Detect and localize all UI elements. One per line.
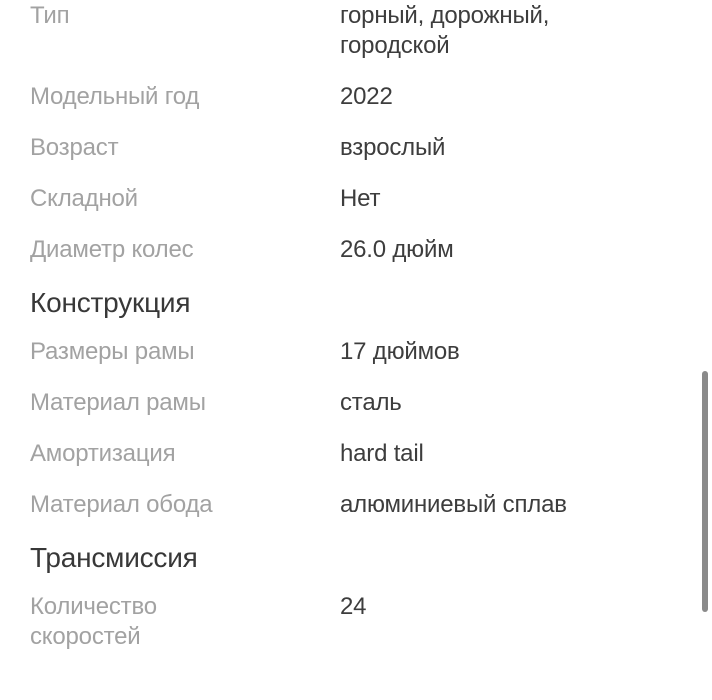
spec-label: Возраст xyxy=(30,134,119,161)
spec-value: алюминиевый сплав xyxy=(340,491,567,518)
spec-value: 2022 xyxy=(340,83,393,110)
spec-value: сталь xyxy=(340,389,402,416)
spec-row-age: Возраст взрослый xyxy=(30,133,686,163)
spec-value: горный, дорожный, городской xyxy=(340,2,550,59)
section-header-construction: Конструкция xyxy=(30,287,191,318)
spec-value: 26.0 дюйм xyxy=(340,236,454,263)
spec-label: Амортизация xyxy=(30,440,176,467)
spec-label: Материал рамы xyxy=(30,389,206,416)
spec-value: взрослый xyxy=(340,134,446,161)
scrollbar-thumb[interactable] xyxy=(702,371,708,612)
spec-value: 17 дюймов xyxy=(340,338,460,365)
spec-row-speed-count: Количество скоростей 24 xyxy=(30,592,686,652)
spec-label: Модельный год xyxy=(30,83,200,110)
spec-label: Материал обода xyxy=(30,491,213,518)
section-header-transmission: Трансмиссия xyxy=(30,542,198,573)
spec-label: Тип xyxy=(30,2,70,29)
spec-row-rim-material: Материал обода алюминиевый сплав xyxy=(30,490,686,520)
spec-label: Складной xyxy=(30,185,138,212)
spec-row-foldable: Складной Нет xyxy=(30,184,686,214)
spec-row-wheel-diameter: Диаметр колес 26.0 дюйм xyxy=(30,235,686,265)
spec-value: Нет xyxy=(340,185,381,212)
spec-label: Количество скоростей xyxy=(30,593,157,650)
spec-row-suspension: Амортизация hard tail xyxy=(30,439,686,469)
spec-value: 24 xyxy=(340,593,367,620)
spec-label: Диаметр колес xyxy=(30,236,194,263)
spec-row-frame-material: Материал рамы сталь xyxy=(30,388,686,418)
spec-row-model-year: Модельный год 2022 xyxy=(30,82,686,112)
spec-row-type: Тип горный, дорожный, городской xyxy=(30,1,686,61)
spec-value: hard tail xyxy=(340,440,424,467)
spec-label: Размеры рамы xyxy=(30,338,195,365)
spec-row-frame-size: Размеры рамы 17 дюймов xyxy=(30,337,686,367)
